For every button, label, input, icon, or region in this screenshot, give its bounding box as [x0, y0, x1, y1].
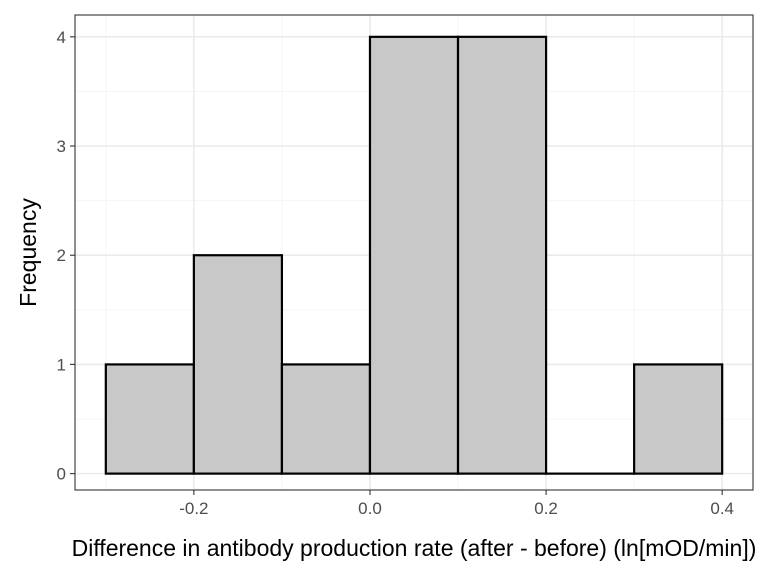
y-tick-label: 4	[57, 28, 66, 47]
histogram-bar-4	[368, 35, 460, 475]
histogram-bar-3	[280, 363, 372, 475]
histogram-bar-2	[192, 254, 284, 475]
y-tick-label: 2	[57, 246, 66, 265]
y-tick-label: 1	[57, 355, 66, 374]
x-tick-label: 0.0	[358, 499, 382, 518]
y-axis-title: Frequency	[15, 198, 41, 307]
histogram-bar-1	[104, 363, 195, 475]
x-axis: -0.2 0.0 0.2 0.4	[179, 490, 734, 518]
y-axis: 0 1 2 3 4	[57, 28, 75, 484]
panel-border	[74, 14, 754, 491]
x-tick-label: 0.2	[534, 499, 558, 518]
x-tick-label: 0.4	[710, 499, 734, 518]
y-tick-label: 3	[57, 137, 66, 156]
histogram-bar-7	[633, 363, 724, 475]
x-tick-label: -0.2	[179, 499, 208, 518]
histogram-bars	[104, 35, 724, 475]
y-tick-label: 0	[57, 465, 66, 484]
x-axis-title: Difference in antibody production rate (…	[72, 535, 757, 561]
histogram-bar-5	[456, 35, 548, 475]
